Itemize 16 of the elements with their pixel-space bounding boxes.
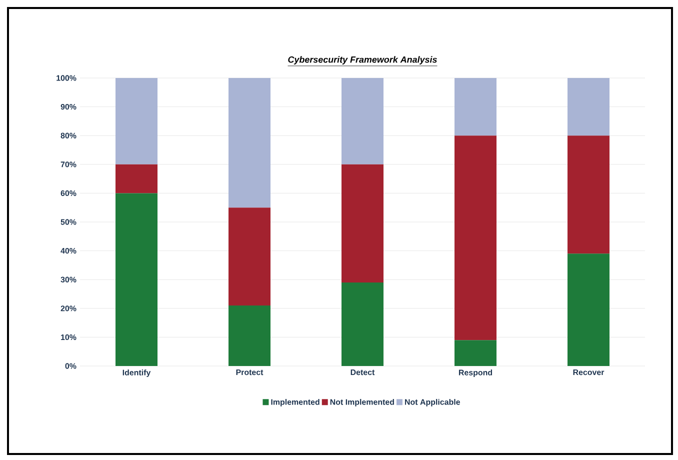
bar [116,78,158,164]
bar [342,164,384,282]
bar [228,306,271,366]
bar [454,340,497,366]
bar [454,78,497,136]
bar [228,78,271,208]
bar [342,282,384,366]
bar [228,208,271,306]
bar [568,78,610,136]
chart-title: Cybersecurity Framework Analysis [288,56,437,65]
bar [116,193,158,366]
bar [454,136,497,340]
bar [116,164,158,194]
bar [342,78,384,164]
bar [568,254,610,366]
bar [568,136,610,254]
